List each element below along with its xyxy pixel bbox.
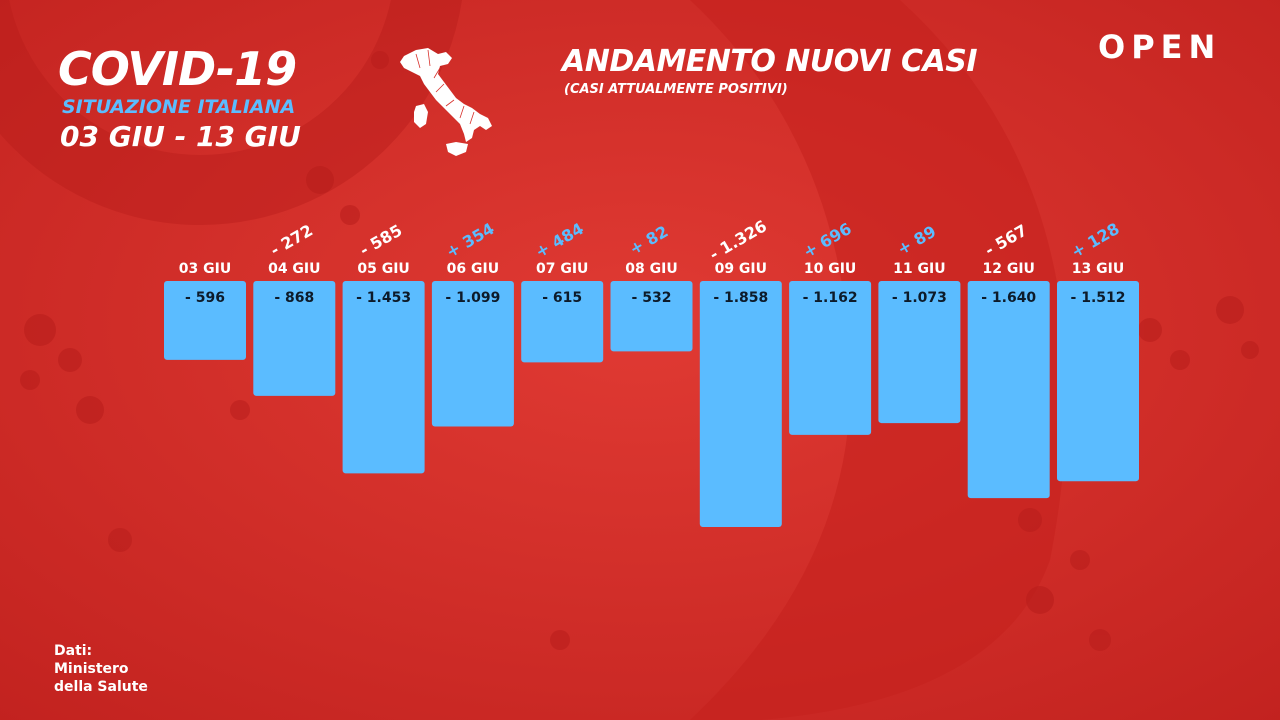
italy-map-icon [400,48,492,156]
value-label: - 596 [185,290,225,306]
bar-5 [521,281,604,363]
value-label: - 868 [274,290,314,306]
bar-6 [610,281,693,352]
category-label: 10 GIU [804,261,856,277]
delta-label: - 1.326 [706,216,770,264]
category-label: 06 GIU [447,261,499,277]
date-range: 03 GIU - 13 GIU [60,120,301,153]
bar-8 [789,281,872,435]
category-label: 03 GIU [179,261,231,277]
source-line-3: della Salute [54,679,148,695]
value-label: - 1.512 [1071,290,1126,306]
value-label: - 1.073 [892,290,947,306]
category-label: 11 GIU [893,261,945,277]
value-label: - 532 [632,290,672,306]
delta-label: - 272 [267,221,316,260]
bar-10 [967,281,1050,499]
value-label: - 615 [542,290,582,306]
value-label: - 1.640 [981,290,1036,306]
delta-label: + 89 [894,222,939,259]
delta-label: + 696 [800,219,855,262]
source-line-2: Ministero [54,661,129,677]
source-note: Dati: Ministero della Salute [54,642,148,696]
chart-subtitle: (CASI ATTUALMENTE POSITIVI) [564,82,788,97]
main-title: COVID-19 [58,42,297,96]
source-line-1: Dati: [54,643,93,659]
category-label: 07 GIU [536,261,588,277]
delta-label: + 82 [626,222,671,259]
open-logo: OPEN [1098,28,1222,66]
category-label: 05 GIU [357,261,409,277]
subtitle: SITUAZIONE ITALIANA [62,96,296,118]
value-label: - 1.453 [356,290,411,306]
bar-7 [699,281,782,527]
category-label: 09 GIU [715,261,767,277]
bar-3 [342,281,425,474]
delta-label: + 128 [1068,219,1123,262]
bar-9 [878,281,961,424]
bar-4 [431,281,514,427]
category-label: 12 GIU [982,261,1034,277]
title-block: COVID-19 SITUAZIONE ITALIANA 03 GIU - 13… [58,42,301,156]
bar-2 [253,281,336,396]
bar-1 [164,281,246,360]
category-label: 04 GIU [268,261,320,277]
delta-label: - 585 [356,221,405,260]
value-label: - 1.858 [713,290,768,306]
delta-label: + 484 [532,219,587,262]
delta-label: + 354 [443,219,498,262]
value-label: - 1.099 [445,290,500,306]
bar-11 [1057,281,1139,482]
delta-label: - 567 [981,221,1030,260]
category-label: 13 GIU [1072,261,1124,277]
value-label: - 1.162 [803,290,858,306]
chart-title: ANDAMENTO NUOVI CASI [562,44,978,79]
category-label: 08 GIU [625,261,677,277]
